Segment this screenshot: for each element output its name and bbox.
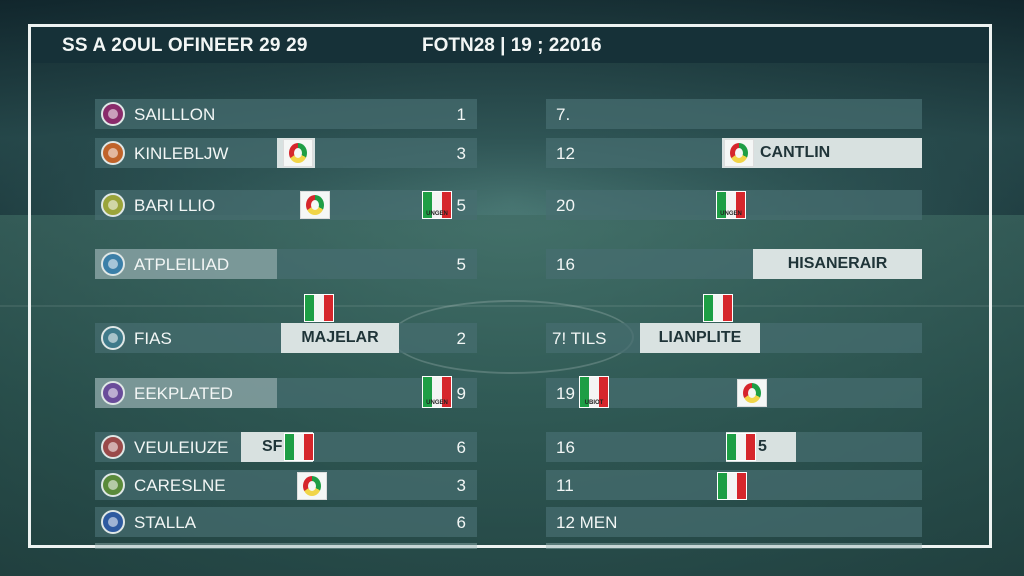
right-row (546, 507, 922, 537)
left-team-name: ATPLEILIAD (134, 255, 230, 274)
right-score: 16 (556, 255, 575, 274)
left-score: 5 (456, 196, 466, 215)
right-score: 20 (556, 196, 575, 215)
scoreboard-header (31, 27, 989, 63)
italy-flag-icon: UNGEN (716, 191, 746, 219)
mexico-flag-icon (703, 294, 733, 322)
left-score: 6 (456, 513, 466, 532)
flag-caption: UBIOT (584, 400, 604, 406)
left-score: 2 (456, 329, 466, 348)
flag-caption: UNGEN (426, 211, 448, 217)
left-score: 9 (456, 384, 466, 403)
left-row (95, 99, 477, 129)
left-score: 1 (456, 105, 466, 124)
club-badge-icon (737, 379, 767, 407)
right-score: 7! TILS (552, 329, 607, 348)
team-crest-icon (101, 381, 125, 405)
left-team-name: KINLEBLJW (134, 144, 229, 163)
team-crest-icon (101, 193, 125, 217)
right-score: 12 (556, 144, 575, 163)
team-crest-icon (101, 473, 125, 497)
italy-flag-icon: UNGEN (422, 191, 452, 219)
team-plate: HISANERAIR (753, 249, 922, 279)
club-badge-icon (724, 139, 754, 167)
club-badge-icon (297, 472, 327, 500)
left-team-name: EEKPLATED (134, 384, 233, 403)
scoreboard-date: FOTN28 | 19 ; 22016 (422, 35, 602, 56)
right-score: 19 (556, 384, 575, 403)
left-score: 3 (456, 476, 466, 495)
italy-flag-icon (717, 472, 747, 500)
left-team-name: BARI LLIO (134, 196, 216, 215)
scoreboard-frame (28, 24, 992, 548)
italy-flag-icon (304, 294, 334, 322)
left-row (95, 470, 477, 500)
right-score: 16 (556, 438, 575, 457)
scoreboard-title: SS A 2OUL OFINEER 29 29 (62, 35, 308, 56)
team-crest-icon (101, 326, 125, 350)
italy-flag-icon (284, 433, 314, 461)
left-row (95, 190, 477, 220)
team-crest-icon (101, 510, 125, 534)
mexico-flag-icon (726, 433, 756, 461)
team-crest-icon (101, 252, 125, 276)
left-team-name: CARESLNE (134, 476, 226, 495)
flag-caption: UNGEN (720, 211, 742, 217)
left-score: 5 (456, 255, 466, 274)
team-plate: LIANPLITE (640, 323, 760, 353)
left-team-name: VEULEIUZE (134, 438, 229, 457)
team-highlight (95, 249, 277, 279)
team-plate: CANTLIN (722, 138, 922, 168)
team-highlight (95, 378, 277, 408)
left-score: 3 (456, 144, 466, 163)
left-team-name: SAILLLON (134, 105, 216, 124)
left-team-name: STALLA (134, 513, 197, 532)
right-score: 12 MEN (556, 513, 618, 532)
right-score: 7. (556, 105, 571, 124)
italy-flag-icon: UNGEN (422, 376, 452, 408)
team-crest-icon (101, 102, 125, 126)
left-row (95, 507, 477, 537)
club-badge-icon (283, 139, 313, 167)
left-score: 6 (456, 438, 466, 457)
flag-caption: UNGEN (426, 400, 448, 406)
team-plate: MAJELAR (281, 323, 399, 353)
team-crest-icon (101, 141, 125, 165)
team-crest-icon (101, 435, 125, 459)
club-badge-icon (300, 191, 330, 219)
right-score: 11 (556, 476, 574, 495)
bottom-strip (95, 543, 477, 549)
bottom-strip (546, 543, 922, 549)
left-team-name: FIAS (134, 329, 172, 348)
right-row (546, 99, 922, 129)
italy-flag-icon: UBIOT (579, 376, 609, 408)
